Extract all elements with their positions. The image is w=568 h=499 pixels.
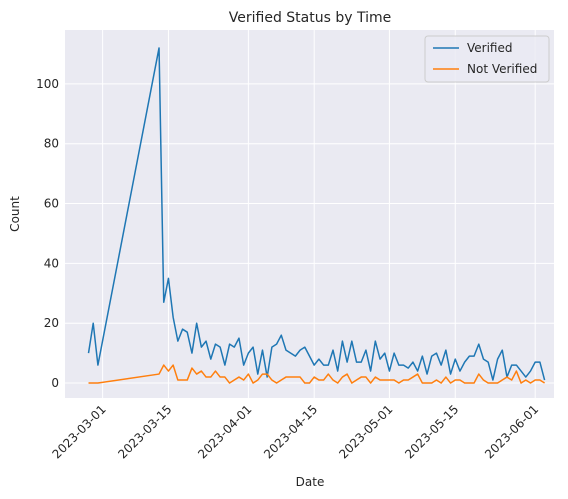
y-tick-label: 80 xyxy=(44,137,59,151)
x-axis-title: Date xyxy=(296,475,325,489)
legend: Verified Not Verified xyxy=(424,35,550,83)
series-line-not-verified xyxy=(88,364,546,384)
y-tick-label: 0 xyxy=(51,376,59,390)
y-axis-ticks: 0 20 40 60 80 100 xyxy=(36,77,59,390)
y-axis-title: Count xyxy=(8,196,22,232)
plot-area xyxy=(65,30,554,398)
y-tick-label: 40 xyxy=(44,256,59,270)
y-tick-label: 60 xyxy=(44,197,59,211)
legend-label: Verified xyxy=(467,41,513,55)
series-lines xyxy=(87,47,546,384)
series-line-verified xyxy=(87,47,546,381)
y-tick-label: 20 xyxy=(44,316,59,330)
y-tick-label: 100 xyxy=(36,77,59,91)
chart-title: Verified Status by Time xyxy=(229,10,391,26)
grid xyxy=(65,30,554,398)
legend-label: Not Verified xyxy=(467,62,537,76)
